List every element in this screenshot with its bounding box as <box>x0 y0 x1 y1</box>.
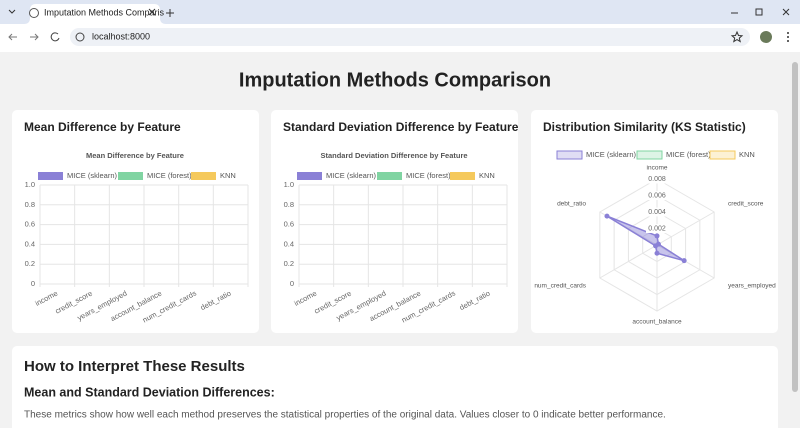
card <box>12 110 259 333</box>
restore[interactable] <box>755 8 763 16</box>
radar-axis-label: num_credit_cards <box>534 283 586 290</box>
legend-swatch[interactable] <box>450 172 475 180</box>
y-tick-label: 0.8 <box>25 200 35 209</box>
radar-point <box>681 258 687 264</box>
radar-grid <box>642 227 672 263</box>
bookmark[interactable] <box>730 30 744 43</box>
radar-axis-label: account_balance <box>632 319 682 326</box>
radar-point <box>604 213 610 219</box>
radar-point <box>654 250 660 256</box>
page-title: Imputation Methods Comparison <box>239 69 551 91</box>
tick-backdrop <box>646 191 668 200</box>
back[interactable] <box>8 33 17 41</box>
site-info[interactable] <box>75 32 85 42</box>
y-tick-label: 0 <box>31 279 35 288</box>
legend-swatch[interactable] <box>297 172 322 180</box>
card-heading: Distribution Similarity (KS Statistic) <box>543 120 746 134</box>
radar-tick-label: 0.002 <box>648 225 666 232</box>
y-tick-label: 1.0 <box>284 180 294 189</box>
legend-label: MICE (sklearn) <box>67 171 118 180</box>
radar-grid <box>599 178 715 312</box>
legend-swatch[interactable] <box>38 172 63 180</box>
y-tick-label: 0.6 <box>25 220 35 229</box>
section-title: How to Interpret These Results <box>24 358 245 375</box>
profile[interactable] <box>760 31 772 43</box>
tick-backdrop <box>646 174 668 184</box>
card <box>271 110 518 333</box>
radar-axis-label: credit_score <box>728 201 764 208</box>
radar-axis-label: debt_ratio <box>557 201 586 208</box>
y-tick-label: 0.2 <box>284 259 294 268</box>
y-tick-label: 1.0 <box>25 180 35 189</box>
legend-label: KNN <box>739 150 755 159</box>
card <box>531 110 778 333</box>
legend-label: KNN <box>220 171 236 180</box>
card-heading: Standard Deviation Difference by Feature <box>283 120 519 134</box>
y-tick-label: 0.2 <box>25 259 35 268</box>
card-heading: Mean Difference by Feature <box>24 120 181 134</box>
y-tick-label: 0.4 <box>284 239 294 248</box>
chart-title: Standard Deviation Difference by Feature <box>320 151 467 160</box>
section-text: These metrics show how well each method … <box>24 410 666 421</box>
y-tick-label: 0.8 <box>284 200 294 209</box>
legend-label: MICE (sklearn) <box>586 150 637 159</box>
legend-label: MICE (sklearn) <box>326 171 377 180</box>
tick-backdrop <box>646 207 668 217</box>
url: localhost:8000 <box>92 31 150 41</box>
tab-close[interactable] <box>148 8 156 16</box>
radar-axis-label: income <box>647 165 668 172</box>
y-tick-label: 0.4 <box>25 239 35 248</box>
card <box>12 346 778 433</box>
legend-swatch[interactable] <box>556 150 583 160</box>
legend-label: MICE (forest) <box>147 171 192 180</box>
close-window[interactable] <box>782 8 790 16</box>
tab-menu[interactable] <box>8 9 16 14</box>
menu[interactable] <box>787 32 789 42</box>
section-subtitle: Mean and Standard Deviation Differences: <box>24 385 275 399</box>
tab-title: Imputation Methods Comparis <box>44 7 165 17</box>
tab-icon <box>29 8 39 18</box>
address-bar[interactable] <box>70 28 750 46</box>
radar-axis-label: years_employed <box>728 283 776 290</box>
legend-label: KNN <box>479 171 495 180</box>
legend-label: MICE (forest) <box>406 171 451 180</box>
y-tick-label: 0 <box>290 279 294 288</box>
radar-tick-label: 0.004 <box>648 209 666 216</box>
scroll-thumb[interactable] <box>792 62 798 392</box>
tick-backdrop <box>646 224 668 233</box>
active-tab[interactable] <box>24 4 166 24</box>
radar-point <box>653 243 659 249</box>
radar-point <box>654 233 660 239</box>
legend-label: MICE (forest) <box>666 150 711 159</box>
legend-swatch[interactable] <box>191 172 216 180</box>
chart-title: Mean Difference by Feature <box>86 151 184 160</box>
y-tick-label: 0.6 <box>284 220 294 229</box>
radar-tick-label: 0.006 <box>648 192 666 199</box>
legend-swatch[interactable] <box>709 150 736 160</box>
radar-tick-label: 0.008 <box>648 176 666 183</box>
legend-swatch[interactable] <box>118 172 143 180</box>
reload[interactable] <box>50 32 60 42</box>
new-tab[interactable] <box>166 9 174 17</box>
forward[interactable] <box>30 33 39 41</box>
legend-swatch[interactable] <box>377 172 402 180</box>
legend-swatch[interactable] <box>636 150 663 160</box>
